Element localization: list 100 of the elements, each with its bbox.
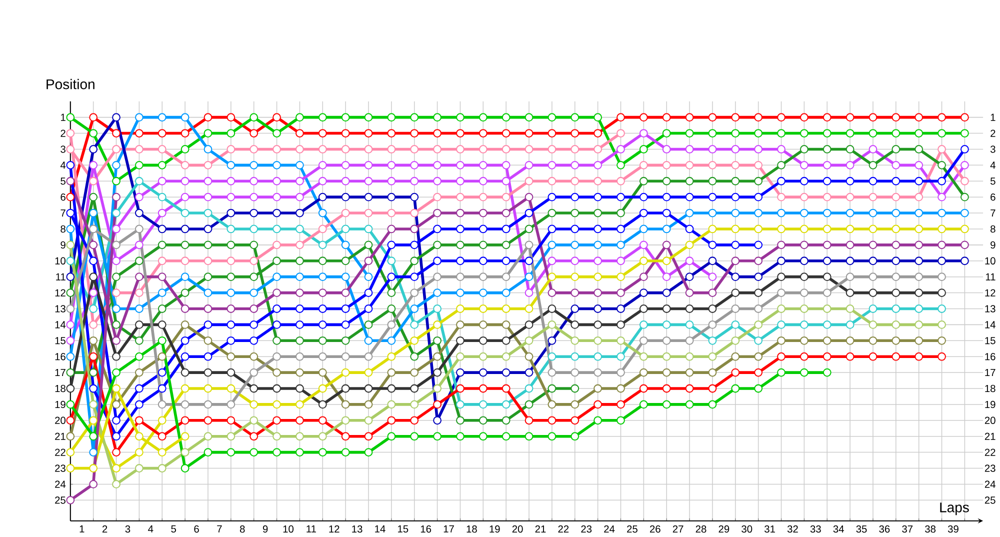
point	[89, 400, 98, 409]
x-tick-label: 27	[672, 525, 684, 533]
point	[685, 192, 694, 202]
point	[387, 304, 396, 314]
point	[66, 448, 75, 457]
point	[250, 208, 258, 218]
point	[226, 256, 236, 266]
x-tick-label: 35	[856, 525, 867, 533]
point	[914, 192, 924, 202]
point	[318, 145, 327, 154]
point	[754, 368, 763, 377]
point	[387, 240, 396, 250]
point	[180, 400, 190, 409]
point	[570, 161, 580, 170]
point	[570, 256, 580, 266]
point	[250, 240, 258, 250]
point	[318, 256, 327, 266]
point	[204, 240, 212, 250]
point	[570, 240, 580, 250]
point	[296, 224, 304, 234]
point	[387, 416, 396, 425]
point	[112, 304, 120, 314]
point	[410, 129, 419, 138]
point	[685, 161, 694, 170]
point	[66, 272, 75, 282]
point	[960, 145, 969, 154]
x-tick-label: 1	[80, 525, 84, 532]
point	[708, 145, 717, 154]
point	[410, 288, 419, 298]
point	[731, 240, 740, 250]
point	[272, 336, 281, 345]
point	[502, 400, 510, 409]
point	[296, 192, 304, 202]
point	[570, 320, 580, 329]
point	[296, 288, 304, 298]
point	[158, 208, 166, 218]
point	[777, 288, 786, 298]
point	[410, 432, 419, 441]
point	[616, 176, 625, 186]
point	[112, 432, 120, 441]
point	[158, 336, 166, 345]
point	[478, 416, 488, 425]
point	[708, 320, 717, 329]
point	[822, 288, 832, 298]
point	[731, 384, 740, 393]
point	[570, 176, 580, 186]
point	[250, 224, 258, 234]
point	[66, 240, 75, 250]
x-tick-label: 19	[490, 525, 500, 533]
point	[272, 192, 281, 202]
point	[594, 304, 602, 314]
point	[364, 432, 373, 441]
point	[250, 176, 258, 186]
point	[250, 448, 258, 457]
point	[548, 288, 556, 298]
point	[524, 240, 534, 250]
point	[754, 352, 763, 361]
point	[456, 352, 464, 361]
point	[731, 368, 740, 377]
point	[685, 368, 694, 377]
y-tick-label: 12	[55, 289, 66, 296]
point	[731, 176, 740, 186]
point	[66, 400, 75, 409]
point	[754, 192, 763, 202]
point	[250, 432, 258, 441]
point	[66, 464, 75, 473]
point	[616, 384, 625, 393]
point	[502, 161, 510, 170]
point	[524, 336, 534, 345]
point	[478, 176, 488, 186]
point	[66, 256, 75, 266]
point	[66, 384, 75, 393]
point	[754, 145, 763, 154]
point	[433, 272, 442, 282]
point	[318, 161, 327, 170]
point	[318, 448, 327, 457]
point	[250, 256, 258, 266]
point	[66, 336, 75, 345]
point	[204, 272, 212, 282]
point	[318, 400, 327, 409]
point	[318, 272, 327, 282]
point	[938, 113, 946, 122]
y-tick-label: 7	[60, 210, 66, 217]
point	[548, 304, 556, 314]
y2-tick-label: 16	[985, 353, 996, 360]
y2-tick-label: 1	[990, 114, 996, 121]
point	[960, 208, 969, 218]
y2-tick-label: 8	[990, 225, 996, 233]
point	[662, 129, 671, 138]
point	[914, 288, 924, 298]
point	[800, 368, 808, 377]
x-tick-label: 14	[375, 525, 386, 532]
point	[180, 240, 190, 250]
point	[341, 432, 350, 441]
point	[341, 145, 350, 154]
point	[318, 208, 327, 218]
point	[410, 113, 419, 122]
point	[478, 320, 488, 329]
point	[731, 272, 740, 282]
point	[594, 192, 602, 202]
